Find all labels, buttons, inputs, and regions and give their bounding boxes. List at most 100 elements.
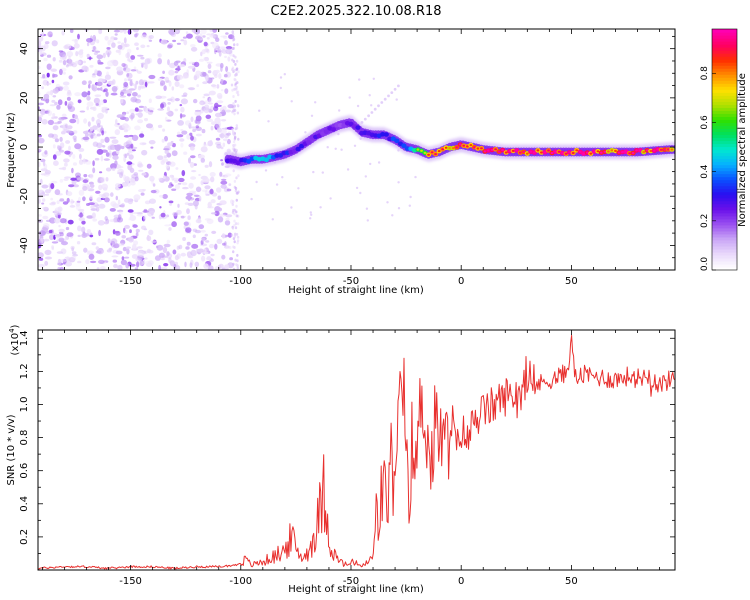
noise-blob — [190, 155, 196, 159]
noise-blob — [157, 108, 165, 111]
noise-blob — [205, 240, 210, 243]
noise-blob — [92, 167, 96, 174]
ridge-peak-cell — [635, 149, 638, 152]
noise-blob — [77, 260, 82, 264]
noise-blob — [187, 195, 191, 202]
colorbar-band — [712, 119, 737, 123]
colorbar-band — [712, 56, 737, 60]
noise-blob — [409, 195, 412, 199]
noise-blob — [204, 164, 209, 168]
ridge-peak-cell — [624, 150, 628, 153]
noise-blob — [225, 214, 233, 218]
colorbar-band — [712, 131, 737, 136]
noise-blob — [137, 119, 144, 124]
noise-blob — [200, 51, 203, 57]
colorbar-band — [712, 218, 737, 223]
noise-blob — [57, 212, 62, 216]
noise-blob — [365, 207, 369, 210]
ridge-peak-cell — [504, 151, 508, 154]
noise-blob — [233, 246, 236, 249]
noise-blob — [82, 233, 90, 237]
noise-blob — [140, 192, 145, 196]
noise-blob — [64, 256, 71, 259]
colorbar-band — [712, 74, 737, 78]
noise-blob — [38, 40, 42, 48]
noise-blob — [353, 144, 357, 147]
noise-blob — [173, 61, 179, 66]
colorbar-band — [712, 89, 737, 93]
noise-blob — [179, 84, 185, 89]
noise-blob — [136, 47, 139, 51]
colorbar-band — [712, 29, 737, 33]
noise-blob — [51, 116, 55, 120]
noise-blob — [326, 146, 329, 149]
noise-blob — [63, 178, 69, 181]
colorbar-band — [712, 236, 737, 241]
noise-blob — [138, 169, 144, 172]
noise-blob — [53, 234, 56, 240]
noise-blob — [312, 170, 315, 174]
ridge-peak-cell — [568, 151, 571, 154]
noise-blob — [391, 214, 394, 217]
noise-blob — [111, 255, 119, 258]
noise-blob — [182, 36, 187, 39]
noise-blob — [225, 217, 230, 221]
noise-blob — [107, 80, 114, 86]
noise-blob — [192, 200, 199, 207]
noise-blob — [201, 237, 206, 242]
noise-blob — [81, 80, 87, 85]
noise-blob — [82, 158, 86, 165]
noise-blob — [212, 29, 217, 33]
ridge-secondary-cell — [390, 91, 394, 94]
noise-blob — [234, 186, 238, 190]
noise-blob — [160, 267, 168, 270]
noise-blob — [42, 198, 46, 202]
noise-blob — [91, 84, 95, 91]
noise-blob — [135, 80, 139, 85]
noise-blob — [191, 29, 195, 33]
noise-blob — [77, 33, 80, 40]
noise-blob — [232, 144, 235, 147]
ridge-peak-cell — [533, 151, 536, 154]
noise-blob — [180, 252, 186, 257]
noise-blob — [97, 59, 101, 65]
ridge-peak-cell — [631, 152, 635, 155]
spectrogram-x-axis: -150 -100 -50 0 50 — [42, 29, 660, 287]
noise-blob — [82, 179, 89, 184]
noise-blob — [62, 81, 70, 86]
ridge-peak-cell — [663, 148, 667, 151]
colorbar-tick-label: 0.4 — [700, 164, 710, 179]
noise-blob — [82, 136, 90, 141]
noise-blob — [283, 73, 286, 76]
ridge-secondary-cell — [367, 114, 370, 118]
noise-blob — [108, 247, 113, 251]
noise-blob — [200, 29, 207, 35]
noise-blob — [79, 49, 84, 52]
ridge-peak-cell — [518, 151, 522, 154]
noise-blob — [64, 150, 71, 155]
spectrogram-y-axis: -40 -20 0 20 40 — [19, 35, 675, 271]
colorbar-band — [712, 128, 737, 133]
noise-blob — [106, 47, 111, 50]
colorbar-band — [712, 230, 737, 235]
noise-blob — [112, 259, 118, 263]
colorbar-band — [712, 197, 737, 202]
noise-blob — [66, 63, 74, 67]
noise-blob — [143, 215, 147, 220]
noise-blob — [47, 119, 55, 126]
noise-blob — [179, 113, 183, 119]
noise-blob — [190, 116, 194, 123]
noise-blob — [78, 147, 85, 152]
noise-blob — [207, 206, 214, 209]
noise-blob — [171, 188, 177, 191]
noise-blob — [105, 177, 109, 182]
noise-blob — [54, 217, 61, 224]
noise-blob — [44, 41, 50, 45]
noise-blob — [372, 77, 375, 81]
noise-blob — [129, 108, 136, 114]
noise-blob — [132, 224, 138, 228]
y-tick-label: 20 — [19, 91, 30, 104]
noise-blob — [181, 170, 186, 177]
noise-blob — [46, 72, 50, 78]
noise-blob — [133, 172, 139, 176]
